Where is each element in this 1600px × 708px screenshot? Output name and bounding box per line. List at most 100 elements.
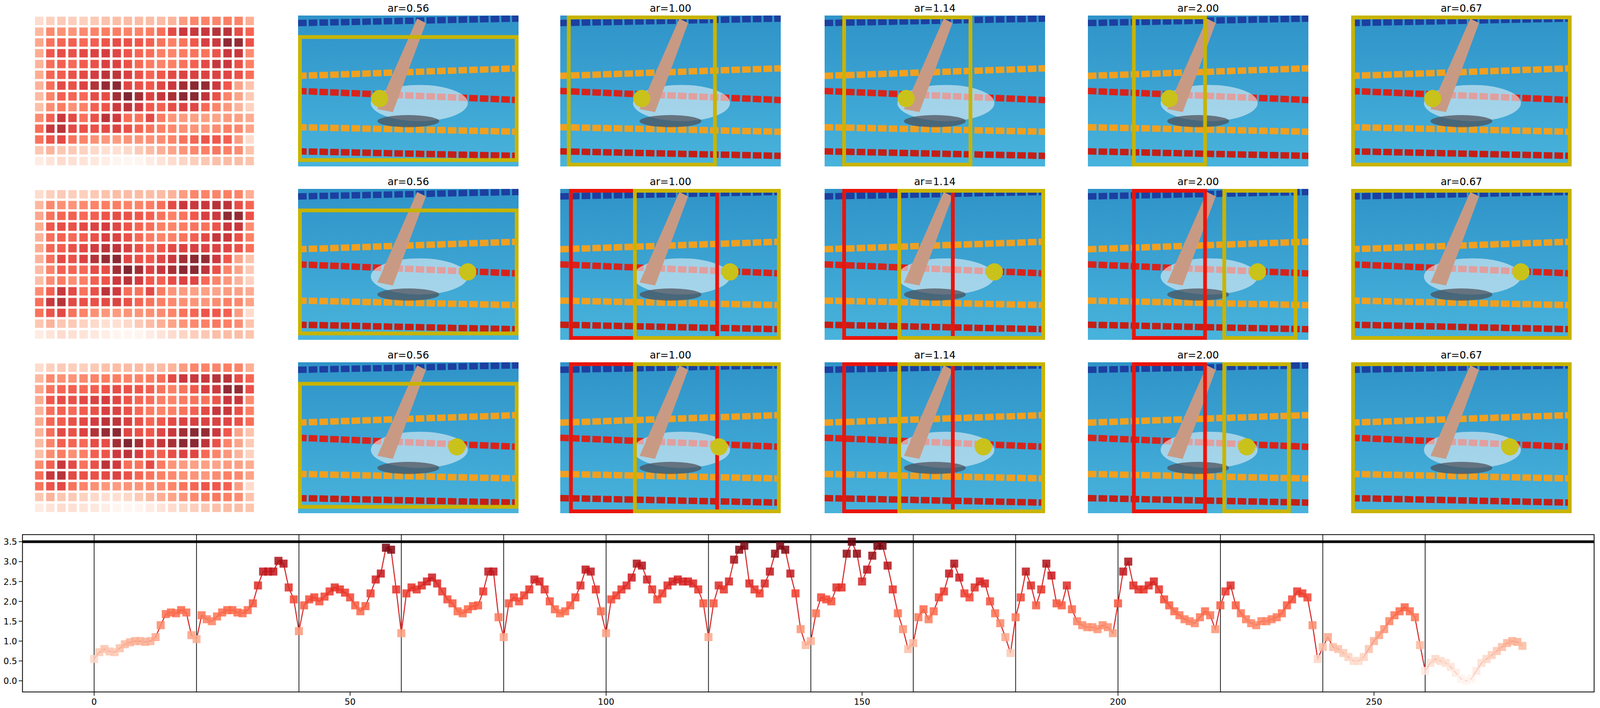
heatmap-cell bbox=[179, 124, 188, 134]
heatmap-cell bbox=[101, 102, 111, 112]
heatmap-cell bbox=[123, 319, 133, 329]
heatmap-cell bbox=[179, 222, 188, 232]
data-point bbox=[980, 579, 989, 588]
water bbox=[824, 362, 1046, 514]
heatmap-cell bbox=[168, 233, 177, 242]
lane-rope bbox=[298, 474, 519, 479]
data-point bbox=[525, 585, 534, 594]
heatmap-cell bbox=[223, 146, 232, 155]
heatmap-cell bbox=[156, 287, 166, 296]
lane-rope bbox=[824, 127, 1046, 132]
heatmap-cell bbox=[189, 92, 199, 101]
data-line bbox=[94, 541, 1523, 681]
focus-point bbox=[974, 438, 993, 456]
heatmap-cell bbox=[179, 385, 188, 394]
heatmap-cell bbox=[90, 113, 99, 123]
heatmap-cell bbox=[234, 265, 243, 274]
heatmap-cell bbox=[134, 287, 144, 296]
heatmap-cell bbox=[201, 471, 210, 480]
heatmap-cell bbox=[101, 308, 111, 318]
heatmap-cell bbox=[245, 102, 255, 112]
heatmap-cell bbox=[212, 449, 222, 459]
heatmap-cell bbox=[134, 428, 144, 437]
heatmap-cell bbox=[179, 189, 188, 199]
heatmap-cell bbox=[156, 449, 166, 459]
heatmap-cell bbox=[90, 244, 99, 253]
heatmap-cell bbox=[57, 265, 66, 274]
focus-point bbox=[1423, 89, 1442, 108]
heatmap-cell bbox=[156, 298, 166, 307]
heatmap-cell bbox=[123, 59, 133, 69]
heatmap-cell bbox=[123, 27, 133, 36]
heatmap-cell bbox=[189, 449, 199, 459]
heatmap-cell bbox=[57, 330, 66, 339]
heatmap-cell bbox=[234, 233, 243, 242]
heatmap-cell bbox=[57, 124, 66, 134]
heatmap-cell bbox=[134, 211, 144, 221]
heatmap-cell bbox=[234, 298, 243, 307]
heatmap-cell bbox=[189, 385, 199, 394]
data-point bbox=[786, 569, 795, 578]
heatmap-cell bbox=[168, 471, 177, 480]
heatmap-cell bbox=[223, 49, 232, 58]
data-point bbox=[868, 551, 877, 560]
heatmap-cell bbox=[90, 70, 99, 80]
heatmap-cell bbox=[68, 146, 78, 155]
heatmap-cell bbox=[189, 244, 199, 253]
heatmap-cell bbox=[189, 319, 199, 329]
heatmap-cell bbox=[34, 385, 44, 394]
segment-line bbox=[93, 534, 95, 692]
focus-point bbox=[1501, 438, 1519, 456]
heatmap-cell bbox=[90, 92, 99, 101]
heatmap-cell bbox=[156, 385, 166, 394]
heatmap-cell bbox=[156, 276, 166, 285]
heatmap-cell bbox=[168, 330, 177, 339]
heatmap-cell bbox=[123, 492, 133, 502]
heatmap-cell bbox=[201, 449, 210, 459]
heatmap-cell bbox=[34, 16, 44, 26]
heatmap-cell bbox=[223, 102, 232, 112]
heatmap-cell bbox=[156, 254, 166, 264]
data-point bbox=[781, 545, 790, 554]
heatmap-cell bbox=[168, 146, 177, 155]
photo bbox=[560, 188, 781, 340]
heatmap-cell bbox=[34, 363, 44, 372]
heatmap-cell bbox=[212, 471, 222, 480]
heatmap-cell bbox=[90, 102, 99, 112]
data-point bbox=[1026, 581, 1035, 590]
data-point bbox=[151, 633, 160, 642]
heatmap-cell bbox=[145, 81, 155, 90]
data-point bbox=[1231, 601, 1240, 610]
heatmap-cell bbox=[223, 92, 232, 101]
heatmap-cell bbox=[112, 417, 121, 426]
heatmap-cell bbox=[156, 395, 166, 405]
photo-panel: ar=0.56 bbox=[298, 348, 519, 514]
heatmap-cell bbox=[201, 233, 210, 242]
heatmap-cell bbox=[201, 16, 210, 26]
data-point bbox=[591, 585, 600, 594]
heatmap-cell bbox=[46, 374, 55, 383]
heatmap-cell bbox=[179, 471, 188, 480]
heatmap-cell bbox=[245, 385, 255, 394]
heatmap-cell bbox=[134, 146, 144, 155]
heatmap-cell bbox=[123, 146, 133, 155]
heatmap-cell bbox=[57, 395, 66, 405]
data-point bbox=[586, 567, 595, 576]
heatmap-cell bbox=[123, 38, 133, 48]
heatmap-cell bbox=[179, 503, 188, 513]
lane-rope bbox=[560, 151, 781, 156]
heatmap-cell bbox=[90, 211, 99, 221]
heatmap-cell bbox=[112, 211, 121, 221]
heatmap-cell bbox=[101, 449, 111, 459]
heatmap-cell bbox=[234, 449, 243, 459]
panel-title: ar=1.14 bbox=[913, 348, 956, 361]
swimmer-body bbox=[639, 288, 702, 301]
heatmap-cell bbox=[34, 482, 44, 491]
heatmap-cell bbox=[57, 70, 66, 80]
data-point bbox=[740, 541, 749, 550]
heatmap-cell bbox=[156, 92, 166, 101]
data-point bbox=[852, 549, 862, 558]
heatmap-cell bbox=[212, 438, 222, 448]
heatmap-cell bbox=[145, 308, 155, 318]
segment-line bbox=[503, 534, 505, 692]
